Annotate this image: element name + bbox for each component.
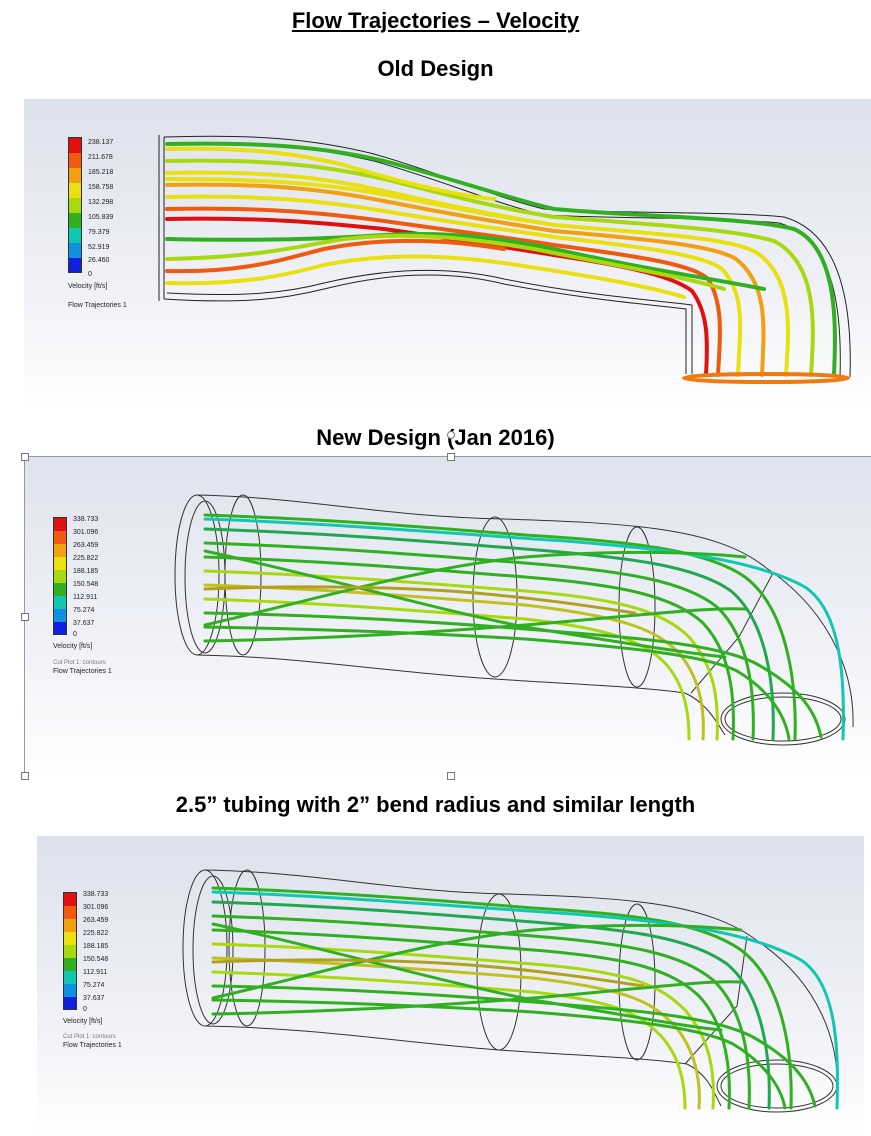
legend-tick: 0: [83, 1006, 87, 1013]
legend-tick: 52.919: [88, 244, 110, 251]
legend-tick: 75.274: [83, 982, 105, 989]
legend-tick: 238.137: [88, 139, 114, 146]
color-scale-bar: [63, 892, 77, 1010]
legend-tick: 338.733: [73, 516, 99, 523]
trajectory-label: Flow Trajectories 1: [53, 668, 112, 675]
legend-tick: 225.822: [83, 930, 109, 937]
selection-handle[interactable]: [447, 453, 455, 461]
old-design-geometry: [158, 135, 851, 384]
legend-tick: 188.185: [83, 943, 109, 950]
legend-tick: 112.911: [73, 594, 98, 601]
legend-tick: 150.548: [83, 956, 109, 963]
selection-handle[interactable]: [21, 453, 29, 461]
legend-tick: 188.185: [73, 568, 99, 575]
legend-tick: 37.637: [73, 620, 95, 627]
legend-tick: 0: [88, 271, 92, 278]
trajectory-label: Flow Trajectories 1: [68, 302, 127, 309]
legend-tick: 158.758: [88, 184, 114, 191]
section-heading-new-design: New Design (Jan 2016): [316, 425, 555, 450]
legend-tick: 301.096: [83, 904, 109, 911]
legend-tick: 211.678: [88, 154, 113, 161]
legend-unit-label: Velocity [ft/s]: [63, 1018, 103, 1025]
legend-tick: 225.822: [73, 555, 99, 562]
new-design-geometry: [174, 494, 854, 746]
selection-handle[interactable]: [447, 772, 455, 780]
legend-tick: 112.911: [83, 969, 108, 976]
legend-tick: 26.460: [88, 257, 110, 264]
tubing-simulation-view: 338.733 301.096 263.459 225.822 188.185 …: [37, 836, 864, 1136]
legend-tick: 105.839: [88, 214, 114, 221]
legend-unit-label: Velocity [ft/s]: [68, 283, 108, 290]
legend-tick: 338.733: [83, 891, 109, 898]
selection-handle[interactable]: [21, 613, 29, 621]
color-scale-bar: [68, 137, 82, 273]
legend-tick: 132.298: [88, 199, 114, 206]
legend-tick: 263.459: [83, 917, 109, 924]
legend-tick: 79.379: [88, 229, 110, 236]
legend-tick: 75.274: [73, 607, 95, 614]
trajectory-label: Flow Trajectories 1: [63, 1042, 122, 1049]
cut-plot-label: Cut Plot 1: contours: [63, 1034, 116, 1040]
cut-plot-label: Cut Plot 1: contours: [53, 660, 106, 666]
section-heading-tubing: 2.5” tubing with 2” bend radius and simi…: [175, 792, 696, 817]
tubing-geometry: [182, 869, 840, 1113]
legend-tick: 301.096: [73, 529, 99, 536]
new-design-simulation-view: 338.733 301.096 263.459 225.822 188.185 …: [24, 456, 871, 777]
legend-tick: 150.548: [73, 581, 99, 588]
section-heading-old-design: Old Design: [377, 56, 494, 81]
rotate-handle[interactable]: [447, 431, 455, 439]
old-design-simulation-view: 238.137 211.678 185.218 158.758 132.298 …: [24, 99, 871, 409]
legend-tick: 185.218: [88, 169, 114, 176]
legend-tick: 0: [73, 631, 77, 638]
selection-handle[interactable]: [21, 772, 29, 780]
legend-unit-label: Velocity [ft/s]: [53, 643, 93, 650]
color-scale-bar: [53, 517, 67, 635]
legend-tick: 37.637: [83, 995, 105, 1002]
page-title: Flow Trajectories – Velocity: [291, 8, 580, 33]
legend-tick: 263.459: [73, 542, 99, 549]
